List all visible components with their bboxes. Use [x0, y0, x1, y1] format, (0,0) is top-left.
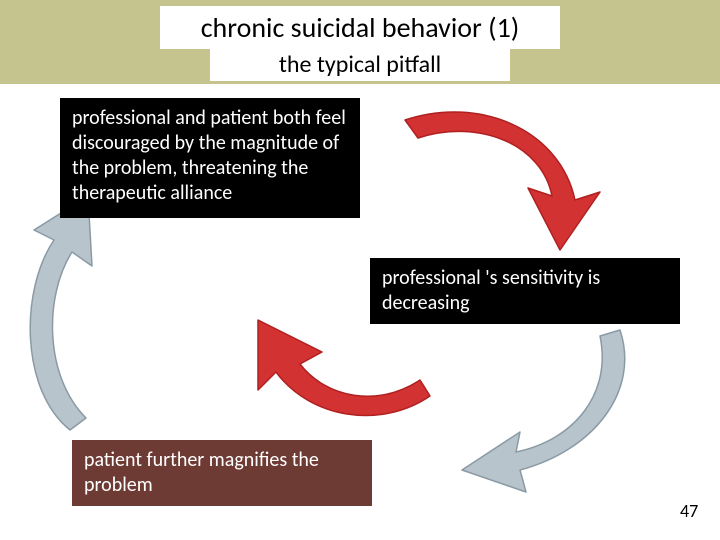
slide-title: chronic suicidal behavior (1): [160, 6, 560, 49]
arrow-left-up: [30, 196, 92, 430]
box-discouraged: professional and patient both feel disco…: [60, 98, 360, 218]
page-number: 47: [680, 500, 698, 522]
box-sensitivity: professional 's sensitivity is decreasin…: [370, 258, 680, 324]
slide-subtitle: the typical pitfall: [210, 48, 510, 81]
arrow-top-right: [405, 112, 600, 250]
arrow-bottom-up: [258, 320, 430, 416]
box-magnify: patient further magnifies the problem: [72, 440, 372, 506]
arrow-right-down: [462, 330, 625, 492]
